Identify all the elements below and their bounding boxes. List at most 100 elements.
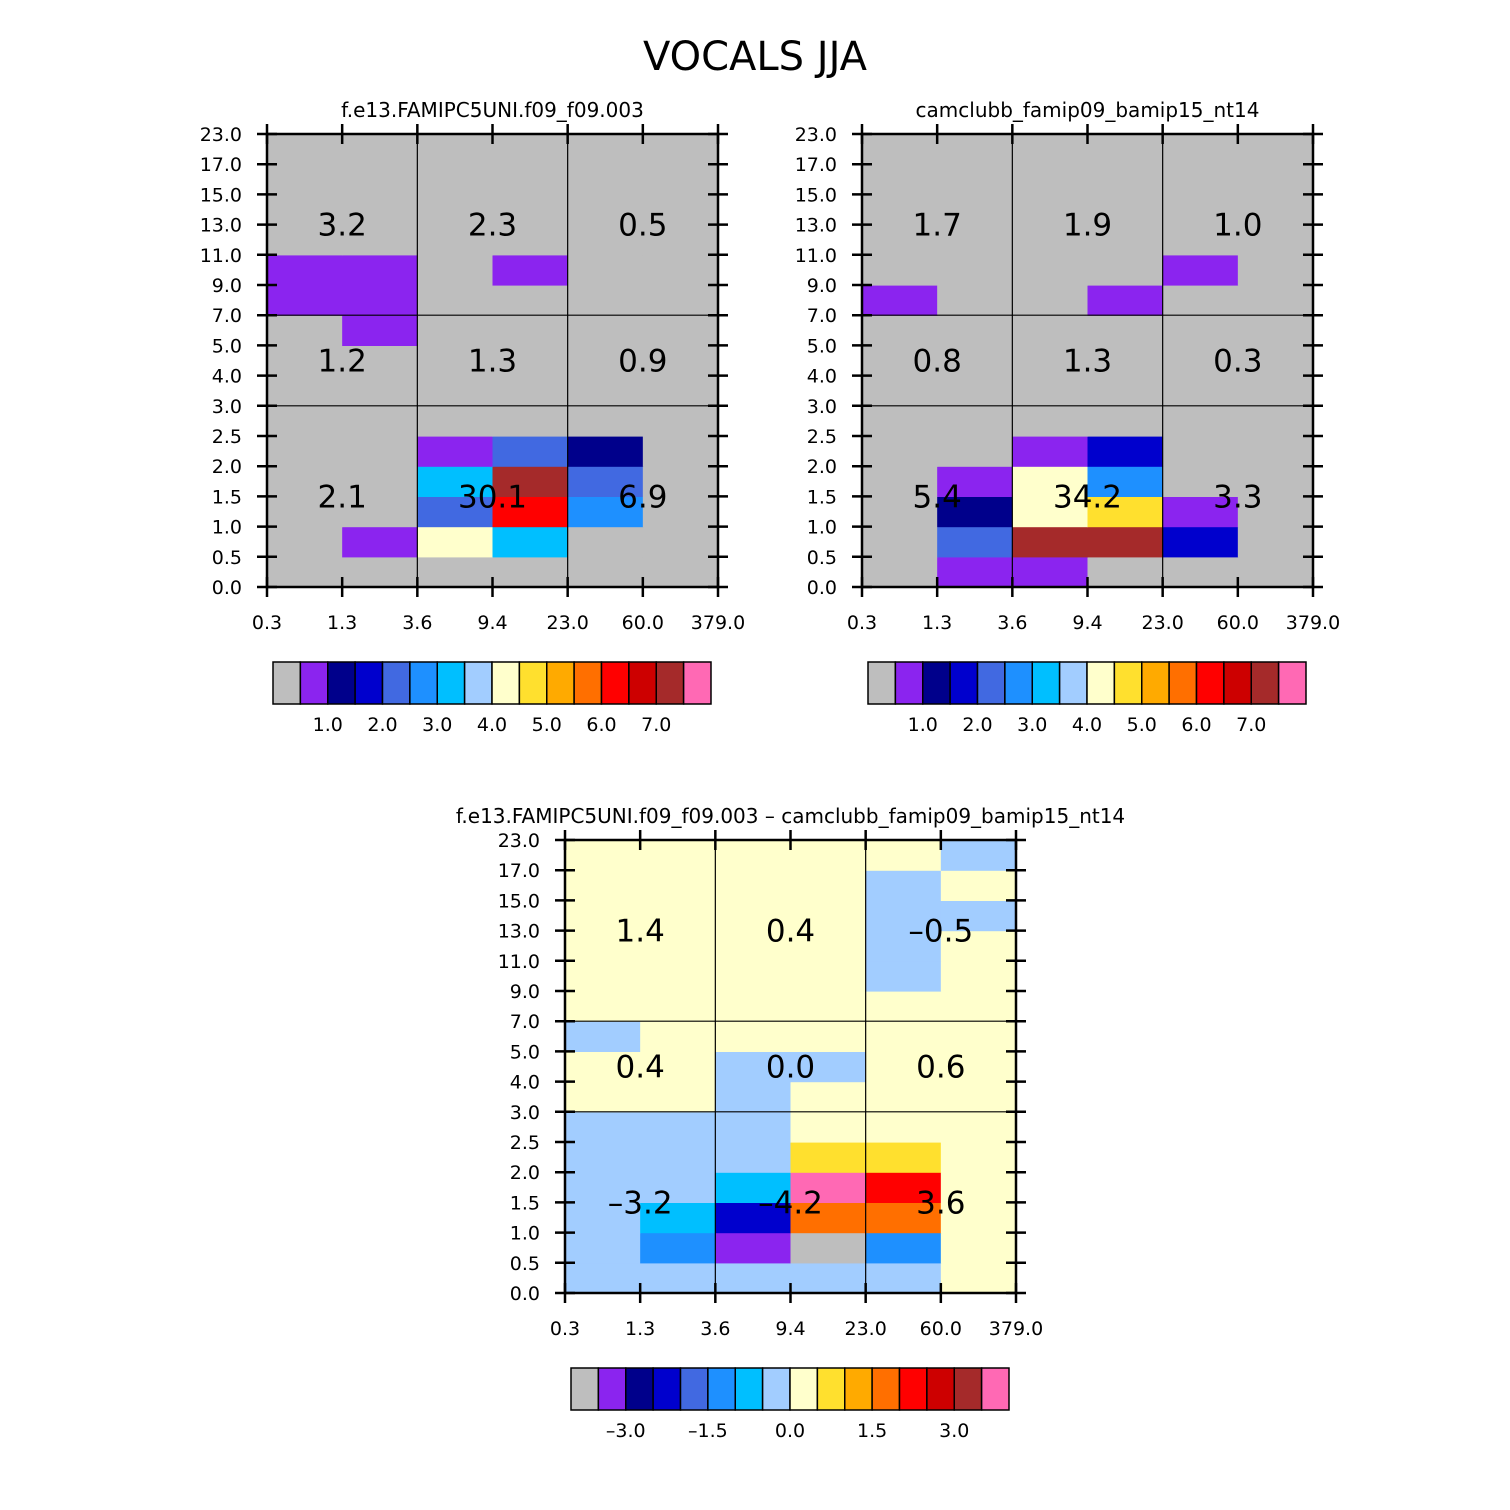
x-tick-label: 23.0 [547,612,589,634]
heatmap-cell [642,375,719,407]
heatmap-cell [565,1051,641,1083]
heatmap-cell [567,496,644,528]
heatmap-cell [565,960,641,992]
heatmap-cell [417,224,494,256]
heatmap-cell [862,496,938,528]
heatmap-cell [1162,496,1239,528]
heatmap-cell [937,254,1013,286]
colorbar-swatch [546,661,575,705]
heatmap-cell [937,134,1013,165]
heatmap-cell [1012,466,1089,497]
colorbar-label: 2.0 [962,714,992,736]
heatmap-cell [640,1111,716,1143]
heatmap-cell [342,466,418,497]
heatmap-cell [417,405,494,437]
heatmap-cell [267,496,343,528]
heatmap-cell [865,991,942,1022]
heatmap-cell [1162,526,1239,558]
colorbar-swatch [436,661,466,705]
heatmap-cell [1162,194,1239,226]
heatmap-cell [642,526,719,558]
heatmap-cell [1237,526,1314,558]
heatmap-cell [342,254,418,286]
heatmap-cell [715,1262,792,1294]
heatmap-cell [1087,345,1164,377]
box-mean-label: –0.5 [908,914,973,950]
colorbar-swatch [625,1367,654,1411]
box-mean-label: 2.1 [318,479,367,515]
y-tick-label: 1.5 [510,1192,540,1214]
box-mean-label: 3.6 [916,1185,965,1221]
y-tick-label: 3.0 [510,1102,540,1124]
heatmap-cell [937,436,1013,467]
box-mean-label: 3.3 [1213,479,1262,515]
colorbar-swatch [976,661,1006,705]
colorbar-swatch [894,661,924,705]
heatmap-cell [492,526,569,558]
page-title: VOCALS JJA [643,34,868,80]
box-mean-label: 1.3 [1063,344,1112,380]
heatmap-cell [492,164,569,195]
colorbar-swatch [652,1367,682,1411]
box-mean-label: 1.3 [468,344,517,380]
heatmap-cell [492,345,569,377]
heatmap-cell [492,436,569,467]
heatmap-cell [567,224,644,256]
colorbar-swatch [1168,661,1198,705]
colorbar-label: –3.0 [606,1420,646,1442]
y-tick-label: 3.0 [807,396,837,418]
heatmap-cell [567,254,644,286]
heatmap-cell [267,315,343,346]
heatmap-cell [642,164,719,195]
box-mean-label: 1.9 [1063,208,1112,244]
y-tick-label: 0.5 [807,547,837,569]
x-tick-label: 9.4 [477,612,507,634]
box-mean-label: 0.8 [913,344,962,380]
heatmap-cell [1237,224,1314,256]
box-mean-label: 5.4 [913,479,962,515]
heatmap-cell [940,960,1017,992]
colorbar-swatch [518,661,548,705]
heatmap-cell [417,345,494,377]
heatmap-cell [1237,436,1314,467]
x-tick-label: 379.0 [1286,612,1340,634]
heatmap-cell [565,1081,641,1113]
x-tick-label: 379.0 [989,1318,1043,1340]
heatmap-cell [342,164,418,195]
colorbar-swatch [570,1367,600,1411]
heatmap-cell [342,556,418,588]
x-tick-label: 3.6 [700,1318,730,1340]
heatmap-cell [1087,526,1164,558]
y-tick-label: 15.0 [200,184,242,206]
heatmap-cell [1087,254,1164,286]
heatmap-cell [565,930,641,962]
heatmap-cell [642,345,719,377]
y-tick-label: 2.0 [807,456,837,478]
x-tick-label: 9.4 [775,1318,805,1340]
heatmap-cell [937,285,1013,316]
colorbar-label: 1.0 [313,714,343,736]
colorbar-swatch [734,1367,764,1411]
heatmap-cell [862,194,938,226]
heatmap-cell [715,960,792,992]
heatmap-cell [790,1232,867,1264]
y-tick-label: 9.0 [807,275,837,297]
y-tick-label: 13.0 [795,215,837,237]
heatmap-cell [1012,345,1089,377]
heatmap-cell [1012,315,1089,346]
heatmap-cell [417,496,494,528]
heatmap-cell [565,870,641,901]
heatmap-cell [937,224,1013,256]
colorbar-swatch [327,661,356,705]
heatmap-cell [642,194,719,226]
heatmap-cell [862,285,938,316]
heatmap-cell [640,1081,716,1113]
box-mean-label: 0.0 [766,1050,815,1086]
heatmap-cell [1012,496,1089,528]
heatmap-cell [492,254,569,286]
heatmap-cell [1012,285,1089,316]
colorbar-swatch [1223,661,1252,705]
heatmap-cell [1087,466,1164,497]
heatmap-cell [940,900,1017,932]
colorbar-label: 0.0 [775,1420,805,1442]
